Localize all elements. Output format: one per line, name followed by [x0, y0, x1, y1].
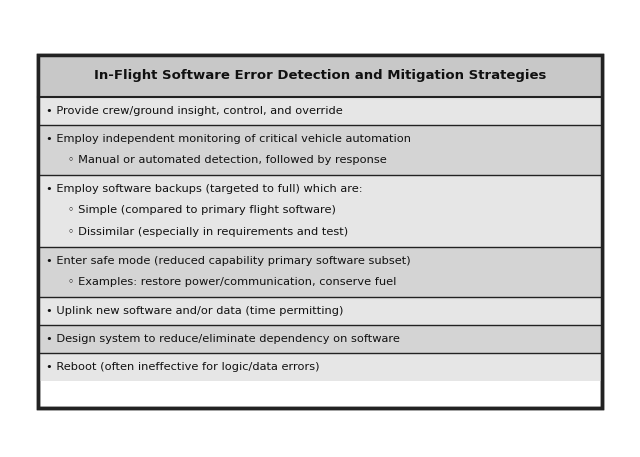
Bar: [38, 353, 602, 381]
Bar: [38, 55, 602, 97]
Text: ◦ Dissimilar (especially in requirements and test): ◦ Dissimilar (especially in requirements…: [46, 227, 348, 237]
Bar: [38, 247, 602, 297]
Text: • Design system to reduce/eliminate dependency on software: • Design system to reduce/eliminate depe…: [46, 334, 400, 344]
Text: • Provide crew/ground insight, control, and override: • Provide crew/ground insight, control, …: [46, 106, 343, 116]
Text: • Enter safe mode (reduced capability primary software subset): • Enter safe mode (reduced capability pr…: [46, 255, 411, 266]
Text: ◦ Simple (compared to primary flight software): ◦ Simple (compared to primary flight sof…: [46, 206, 336, 215]
Bar: [38, 125, 602, 175]
Bar: [38, 55, 602, 408]
Bar: [38, 97, 602, 125]
Bar: [38, 297, 602, 325]
Bar: [38, 175, 602, 247]
Bar: [38, 55, 602, 408]
Text: • Employ independent monitoring of critical vehicle automation: • Employ independent monitoring of criti…: [46, 133, 411, 143]
Text: • Uplink new software and/or data (time permitting): • Uplink new software and/or data (time …: [46, 306, 344, 315]
Text: In-Flight Software Error Detection and Mitigation Strategies: In-Flight Software Error Detection and M…: [94, 69, 546, 83]
Text: • Reboot (often ineffective for logic/data errors): • Reboot (often ineffective for logic/da…: [46, 361, 319, 372]
Text: ◦ Manual or automated detection, followed by response: ◦ Manual or automated detection, followe…: [46, 155, 387, 165]
Bar: [38, 325, 602, 353]
Text: ◦ Examples: restore power/communication, conserve fuel: ◦ Examples: restore power/communication,…: [46, 277, 396, 287]
Text: • Employ software backups (targeted to full) which are:: • Employ software backups (targeted to f…: [46, 184, 363, 194]
